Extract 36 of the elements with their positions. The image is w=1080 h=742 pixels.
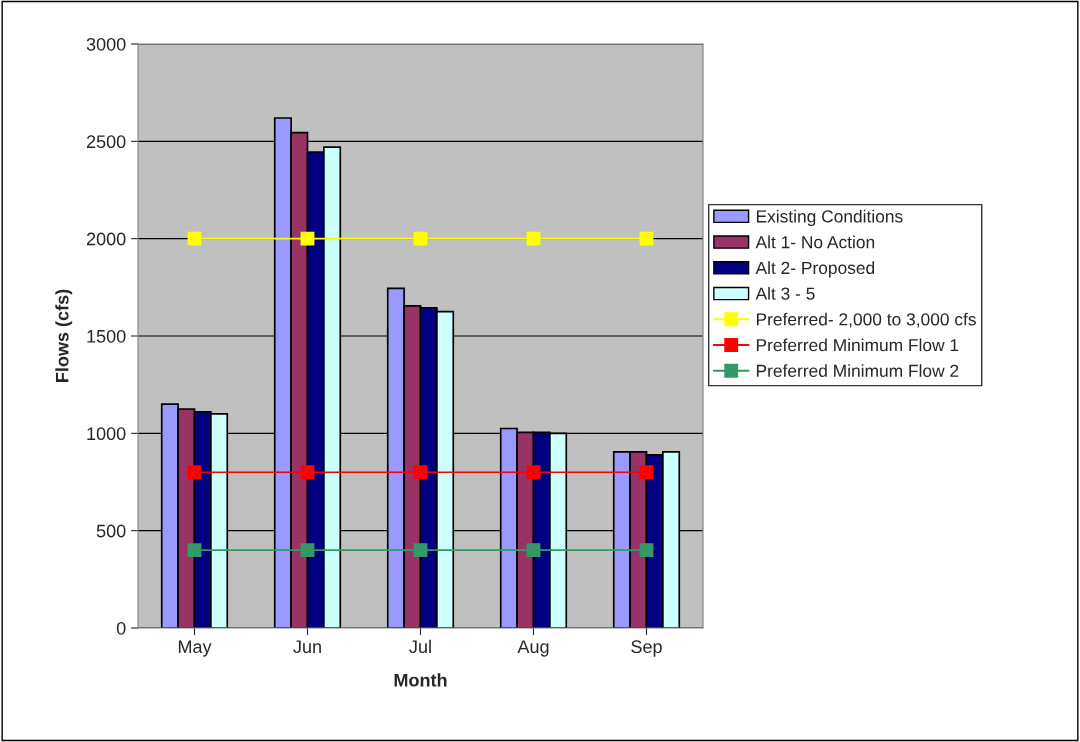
point [526,465,541,480]
point [639,231,654,246]
legend-label: Preferred Minimum Flow 2 [756,364,959,377]
point [526,543,541,558]
legend-label: Alt 3 - 5 [755,287,815,300]
y-axis-title: Flows (cfs) [55,289,73,382]
point [413,231,428,246]
legend-label: Preferred Minimum Flow 1 [756,338,959,352]
point [526,231,541,246]
x-tick-label: Jul [409,639,431,654]
legend-label: Alt 2- Proposed [755,261,875,278]
point [187,231,202,246]
x-axis-title: Month [394,673,447,687]
point [187,465,202,480]
x-tick-label: May [178,640,212,657]
point [413,543,428,558]
point [639,543,654,558]
x-tick-label: Jun [293,640,321,654]
y-tick-label: 500 [96,524,126,538]
point [300,543,315,558]
y-tick-label: 2000 [86,232,126,246]
y-tick-label: 1500 [87,329,126,343]
x-tick-label: Aug [517,640,549,657]
point [413,465,428,480]
point [300,231,315,246]
point [300,465,315,480]
x-tick-label: Sep [631,640,662,657]
legend-label: Preferred- 2,000 to 3,000 cfs [756,312,976,328]
legend-label: Alt 1- No Action [755,235,875,249]
y-tick-label: 0 [116,621,126,635]
point [187,543,202,558]
y-tick-label: 2500 [86,135,126,149]
y-tick-label: 1000 [87,427,126,441]
point [639,465,654,480]
y-tick-label: 3000 [86,37,126,51]
legend-label: Existing Conditions [756,209,903,227]
